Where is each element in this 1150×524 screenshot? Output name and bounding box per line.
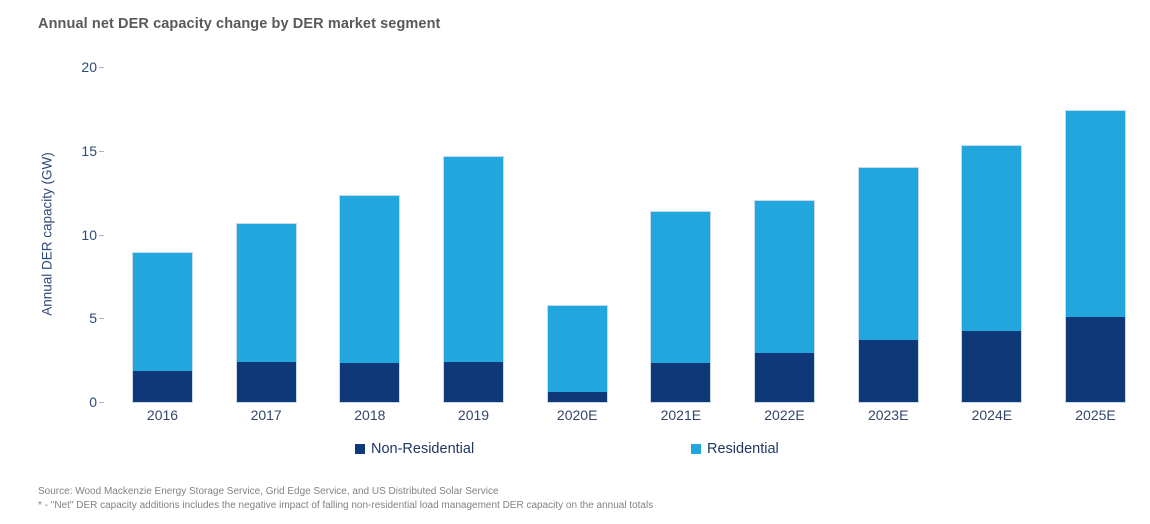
y-axis-tick-label: 0 bbox=[89, 394, 97, 410]
bar-segment-non-residential bbox=[1066, 316, 1126, 402]
y-axis-tick-mark bbox=[99, 402, 104, 403]
bar-2019 bbox=[443, 156, 504, 403]
bar-segment-non-residential bbox=[133, 371, 192, 402]
y-axis-tick-mark bbox=[99, 67, 104, 68]
y-axis-tick-label: 15 bbox=[81, 142, 97, 159]
x-axis-label: 2021E bbox=[660, 407, 702, 423]
bar-segment-residential bbox=[340, 195, 400, 364]
source-note: Source: Wood Mackenzie Energy Storage Se… bbox=[38, 485, 653, 512]
net-definition-line: * - "Net" DER capacity additions include… bbox=[38, 499, 654, 511]
bar-segment-non-residential bbox=[547, 391, 607, 402]
bar-2023E bbox=[857, 166, 919, 403]
bar-2021E bbox=[650, 210, 712, 403]
y-axis-tick-mark bbox=[99, 150, 104, 152]
legend-label-non-residential: Non-Residential bbox=[371, 441, 475, 457]
bar-2025E bbox=[1065, 109, 1127, 403]
bar-segment-non-residential bbox=[755, 352, 815, 402]
bar-segment-non-residential bbox=[236, 361, 296, 402]
bar-2024E bbox=[961, 144, 1023, 403]
x-axis-label: 2018 bbox=[354, 407, 386, 423]
legend-label-residential: Residential bbox=[707, 441, 779, 457]
y-axis-title: Annual DER capacity (GW) bbox=[39, 152, 55, 316]
x-axis-label: 2016 bbox=[146, 407, 179, 423]
legend-item-residential: Residential bbox=[691, 440, 779, 458]
y-axis-tick-label: 10 bbox=[81, 226, 97, 243]
bar-2016 bbox=[132, 251, 193, 403]
bar-segment-residential bbox=[236, 224, 296, 362]
x-axis-label: 2022E bbox=[764, 407, 805, 423]
x-axis-label: 2023E bbox=[867, 407, 909, 423]
bar-2018 bbox=[339, 194, 401, 403]
y-axis-tick-label: 5 bbox=[89, 310, 97, 327]
bar-segment-residential bbox=[962, 145, 1022, 331]
bar-segment-non-residential bbox=[340, 363, 400, 402]
bar-segment-residential bbox=[1066, 110, 1126, 317]
bar-segment-residential bbox=[651, 211, 711, 364]
y-axis-tick-mark bbox=[99, 234, 104, 236]
bar-2020E bbox=[546, 304, 608, 403]
bar-segment-residential bbox=[444, 157, 503, 362]
x-axis-label: 2017 bbox=[250, 407, 282, 423]
bar-2017 bbox=[235, 223, 297, 403]
bar-segment-residential bbox=[133, 252, 192, 372]
y-axis-tick-mark bbox=[99, 318, 104, 320]
x-axis-label: 2025E bbox=[1075, 407, 1116, 423]
bar-segment-residential bbox=[755, 201, 815, 353]
bar-segment-non-residential bbox=[651, 363, 711, 402]
bar-segment-residential bbox=[858, 167, 918, 341]
bar-segment-non-residential bbox=[858, 340, 918, 402]
y-axis-tick-label: 20 bbox=[81, 59, 97, 75]
legend-swatch-residential-icon bbox=[691, 444, 701, 454]
bar-2022E bbox=[754, 200, 816, 403]
x-axis-label: 2019 bbox=[457, 407, 490, 423]
chart-title: Annual net DER capacity change by DER ma… bbox=[38, 16, 441, 32]
x-axis-label: 2020E bbox=[556, 407, 598, 423]
bar-segment-non-residential bbox=[962, 330, 1022, 402]
bar-segment-residential bbox=[547, 305, 607, 392]
legend-swatch-non-residential-icon bbox=[355, 444, 365, 454]
source-line: Source: Wood Mackenzie Energy Storage Se… bbox=[38, 486, 499, 497]
legend-item-non-residential: Non-Residential bbox=[355, 440, 474, 458]
x-axis-label: 2024E bbox=[971, 407, 1013, 423]
bar-segment-non-residential bbox=[444, 361, 503, 402]
